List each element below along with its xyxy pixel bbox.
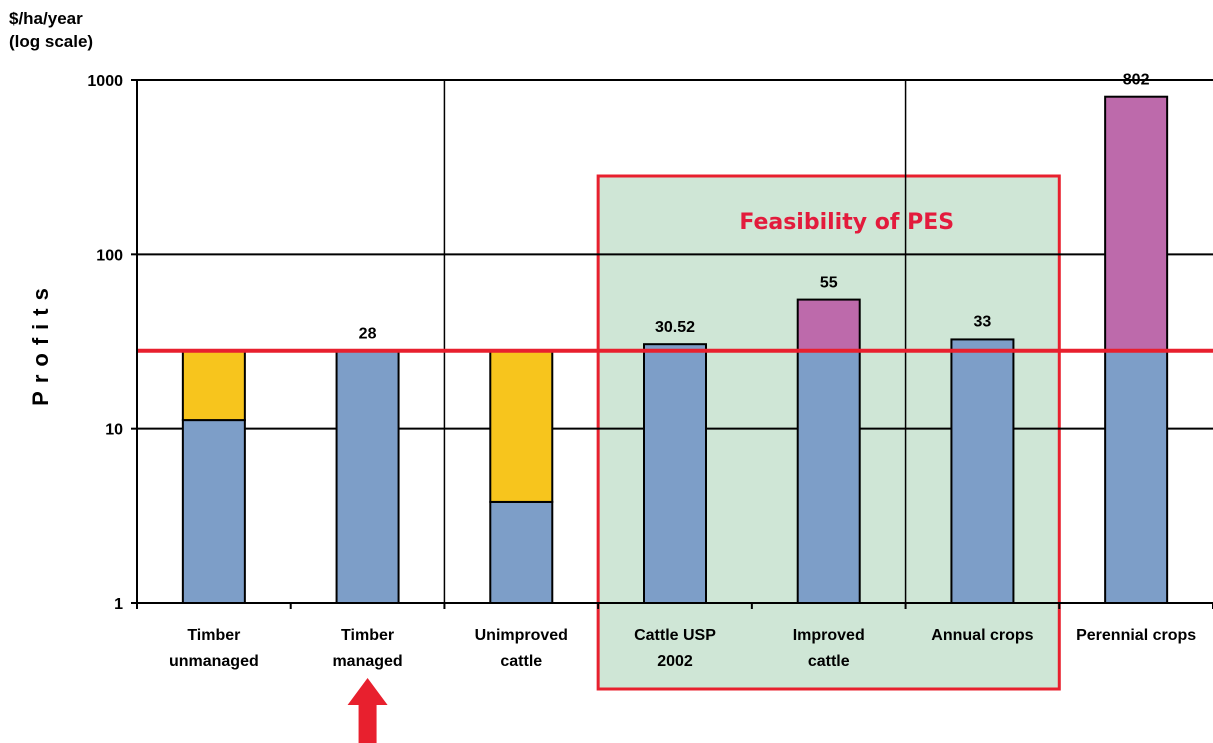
y-axis-title: Profits [28, 280, 53, 406]
data-label-4: 55 [820, 275, 838, 292]
data-label-5: 33 [974, 313, 992, 330]
bar-base-6 [1104, 349, 1169, 605]
bar-top-2 [489, 349, 554, 503]
y-tick-label-1000: 1000 [87, 73, 123, 90]
data-label-3: 30.52 [655, 319, 695, 336]
bar-top-4 [796, 298, 861, 352]
labels: $/ha/year (log scale) Profits Timber unmanag… [9, 9, 1196, 743]
bar-base-3 [643, 343, 707, 604]
x-category-label-4: Improved cattle [793, 627, 865, 670]
bar-top-0 [181, 349, 246, 422]
bar-base-5 [950, 338, 1015, 604]
y-tick-label-1: 1 [114, 596, 123, 613]
y-units-line-1: (log scale) [9, 32, 93, 51]
y-tick-label-10: 10 [105, 422, 123, 439]
pointer-arrow [347, 678, 388, 743]
data-label-1: 28 [359, 326, 377, 343]
data-label-6: 802 [1123, 72, 1150, 89]
y-units-line-0: $/ha/year [9, 9, 83, 28]
bar-top-6 [1104, 95, 1169, 352]
y-tick-label-100: 100 [96, 247, 123, 264]
bar-base-2 [489, 500, 554, 605]
x-category-label-6: Perennial crops [1076, 627, 1196, 644]
bar-base-4 [796, 349, 861, 605]
x-category-label-2: Unimproved cattle [475, 627, 568, 670]
x-category-label-3: Cattle USP 2002 [634, 627, 716, 670]
bars: 28 30.52 55 33 802 [181, 72, 1169, 605]
axes: 1000 100 10 1 [87, 73, 1213, 613]
pes-region-label: Feasibility of PES [739, 210, 954, 235]
bar-base-0 [181, 419, 246, 605]
bar-base-1 [335, 349, 400, 605]
x-category-label-0: Timber unmanaged [169, 627, 259, 670]
x-category-label-1: Timber managed [332, 627, 402, 670]
x-category-label-5: Annual crops [931, 627, 1033, 644]
